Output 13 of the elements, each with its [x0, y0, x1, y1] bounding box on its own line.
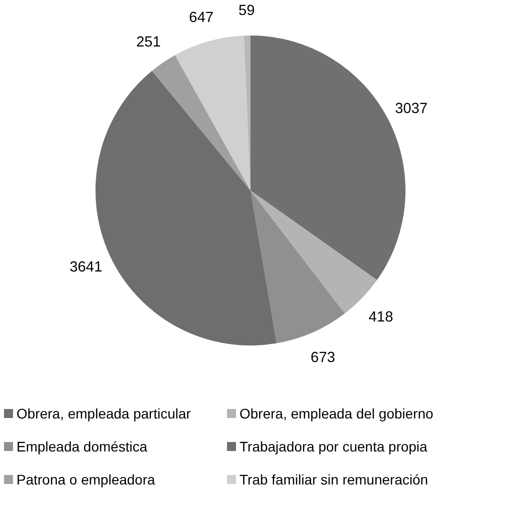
legend-label: Empleada doméstica — [16, 438, 148, 454]
data-label: 251 — [136, 34, 161, 50]
data-label: 418 — [368, 310, 394, 326]
data-label: 673 — [310, 350, 336, 366]
data-label: 3641 — [70, 259, 102, 276]
legend-label: Patrona o empleadora — [16, 472, 156, 488]
legend-label: Trab familiar sin remuneración — [240, 472, 428, 488]
data-label: 59 — [238, 3, 255, 20]
legend-label: Obrera, empleada particular — [16, 406, 192, 422]
legend-label: Obrera, empleada del gobierno — [240, 406, 434, 422]
legend-label: Trabajadora por cuenta propia — [240, 438, 428, 454]
data-label: 3037 — [394, 100, 428, 117]
data-label: 647 — [189, 10, 214, 26]
